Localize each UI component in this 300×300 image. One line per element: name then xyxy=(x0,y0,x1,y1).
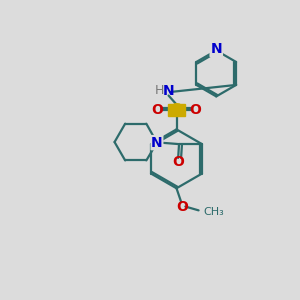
Text: S: S xyxy=(171,103,182,118)
Text: H: H xyxy=(155,84,164,97)
Bar xyxy=(168,104,185,116)
Text: O: O xyxy=(172,155,184,170)
Text: N: N xyxy=(210,42,222,56)
Text: O: O xyxy=(152,103,163,117)
Text: O: O xyxy=(176,200,188,214)
Text: N: N xyxy=(163,84,174,98)
Text: CH₃: CH₃ xyxy=(204,207,224,217)
Text: O: O xyxy=(190,103,202,117)
Text: N: N xyxy=(151,136,163,150)
